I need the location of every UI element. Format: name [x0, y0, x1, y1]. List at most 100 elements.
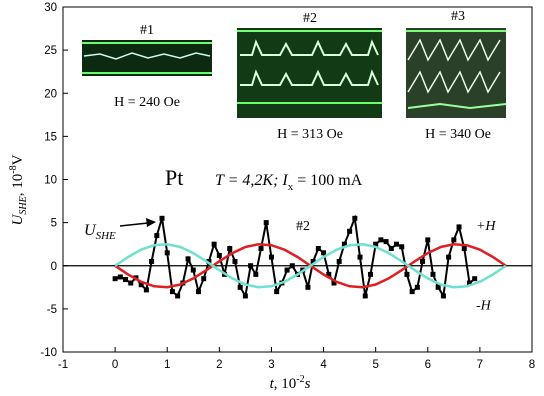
series-line: [114, 214, 476, 299]
data-point: [451, 237, 457, 243]
x-label-part: , 10: [274, 376, 297, 392]
data-point: [383, 239, 389, 245]
data-point: [211, 241, 217, 247]
inset-field: H = 340 Oe: [425, 127, 491, 142]
x-tick-label: 4: [320, 359, 327, 371]
data-point: [352, 215, 358, 221]
inset-images: [82, 28, 507, 118]
data-point: [399, 244, 405, 250]
data-point: [258, 246, 264, 251]
data-point: [367, 271, 373, 277]
y-label-part: -8: [8, 165, 19, 173]
conditions-sub: x: [288, 181, 294, 193]
data-point: [456, 224, 462, 230]
data-point: [362, 293, 368, 299]
data-point: [232, 258, 238, 264]
data-point: [117, 274, 123, 280]
data-point: [185, 256, 191, 262]
y-tick-label: 10: [44, 175, 57, 187]
data-point: [123, 277, 129, 283]
data-point: [253, 271, 259, 277]
y-tick-label: 0: [51, 261, 57, 273]
data-point: [305, 284, 311, 290]
y-tick-label: 25: [44, 45, 57, 57]
y-tick-label: 20: [44, 88, 57, 100]
inset-label: #2: [303, 11, 317, 26]
data-point: [284, 267, 290, 273]
signal-label: USHE: [84, 222, 116, 242]
y-tick-label: 30: [44, 2, 57, 14]
data-point: [237, 284, 243, 290]
y-label-part: , 10: [10, 174, 26, 197]
signal-arrow: [119, 218, 156, 227]
x-tick-label: -1: [58, 359, 68, 371]
data-point: [394, 241, 400, 247]
x-tick-label: 0: [112, 359, 118, 371]
data-point: [472, 276, 478, 282]
data-point: [321, 250, 327, 256]
data-point: [446, 254, 452, 260]
inset-label: #1: [140, 23, 154, 38]
x-tick-label: 7: [477, 359, 483, 371]
data-point: [347, 228, 353, 234]
data-point: [112, 276, 118, 282]
data-point: [420, 258, 426, 264]
data-point: [201, 276, 207, 282]
y-label-part: U: [10, 213, 26, 225]
data-point: [315, 246, 321, 251]
data-point: [430, 271, 436, 277]
signal-sub: SHE: [96, 230, 116, 242]
x-axis-label: t, 10-2s: [270, 374, 311, 392]
mid-label: #2: [296, 219, 310, 234]
data-point: [326, 271, 332, 277]
series-label: +H: [476, 219, 496, 234]
data-point: [242, 293, 248, 299]
data-point: [373, 241, 379, 247]
x-tick-label: 1: [164, 359, 170, 371]
inset-label: #3: [451, 9, 465, 24]
series-line: [114, 243, 507, 289]
data-point: [414, 284, 420, 290]
y-axis-label: USHE, 10-8V: [8, 154, 29, 225]
data-point: [425, 237, 431, 243]
series-label: -H: [476, 298, 492, 313]
data-point: [404, 271, 410, 277]
conditions-text: T = 4,2K; I: [215, 172, 288, 189]
x-tick-label: 2: [216, 359, 222, 371]
data-point: [149, 258, 155, 264]
y-tick-label: -5: [47, 304, 57, 316]
data-point: [336, 258, 342, 264]
x-label-part: s: [305, 376, 311, 392]
signal-text: U: [84, 222, 97, 239]
data-point: [435, 284, 441, 290]
data-point: [195, 289, 201, 295]
conditions: T = 4,2K; Ix = 100 mA: [215, 172, 363, 193]
data-point: [461, 246, 467, 251]
data-point: [216, 252, 222, 258]
x-tick-label: 8: [529, 359, 535, 371]
x-label-part: -2: [296, 374, 304, 385]
data-point: [310, 258, 316, 264]
conditions-text: = 100 mA: [293, 172, 362, 189]
data-point: [159, 215, 165, 221]
data-point: [206, 258, 212, 264]
data-point: [164, 250, 170, 256]
x-tick-label: 3: [268, 359, 274, 371]
data-point: [274, 289, 280, 295]
data-point: [128, 280, 134, 286]
data-point: [138, 282, 144, 288]
data-point: [378, 237, 384, 243]
data-point: [190, 267, 196, 273]
y-label-part: V: [10, 154, 26, 165]
x-tick-label: 6: [425, 359, 431, 371]
data-point: [341, 241, 347, 247]
data-point: [440, 293, 446, 299]
x-tick-label: 5: [372, 359, 378, 371]
data-point: [263, 220, 269, 226]
data-point: [466, 280, 472, 286]
y-label-part: SHE: [18, 196, 29, 214]
y-tick-label: 15: [44, 131, 57, 143]
inset-field: H = 313 Oe: [277, 127, 343, 142]
